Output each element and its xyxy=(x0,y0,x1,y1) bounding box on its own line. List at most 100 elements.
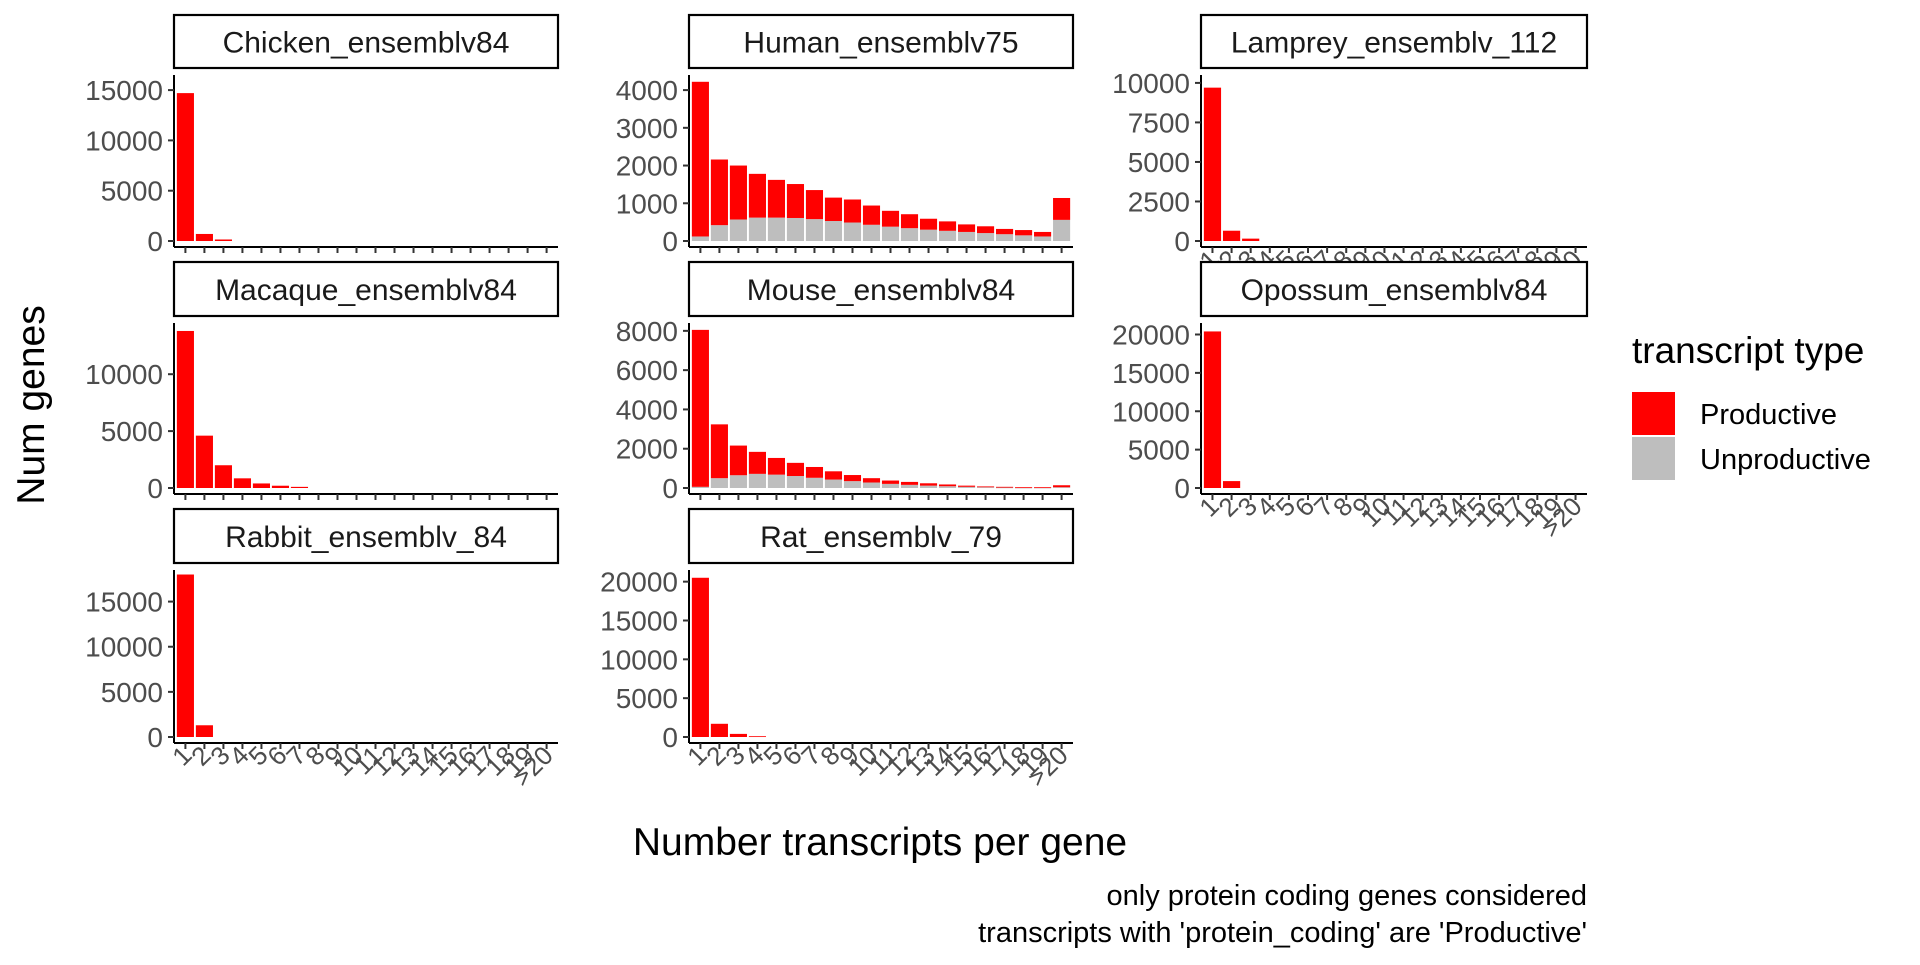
bar-productive-mouse-ensemblv84-8 xyxy=(824,471,843,480)
y-tick-label-macaque-ensemblv84-0: 0 xyxy=(147,473,163,504)
bar-unproductive-human-ensemblv75-13 xyxy=(919,229,938,241)
y-tick-label-human-ensemblv75-1000: 1000 xyxy=(616,188,678,219)
y-tick-label-rat-ensemblv-79-15000: 15000 xyxy=(600,605,678,636)
bar-productive-rabbit-ensemblv-84-2 xyxy=(195,725,213,737)
y-tick-label-opossum-ensemblv84-0: 0 xyxy=(1174,473,1190,504)
bar-productive-human-ensemblv75-10 xyxy=(862,205,881,225)
bar-unproductive-human-ensemblv75-16 xyxy=(977,233,995,241)
bar-productive-human-ensemblv75-12 xyxy=(900,214,919,229)
bar-productive-human-ensemblv75-18 xyxy=(1015,230,1033,236)
bar-productive-mouse-ensemblv84-9 xyxy=(843,475,862,482)
panels-layer: Chicken_ensemblv84050001000015000Human_e… xyxy=(85,13,1589,792)
bar-productive-human-ensemblv75-15 xyxy=(957,224,976,232)
panel-chicken-ensemblv84: Chicken_ensemblv84 0 5000 10000 15000 xyxy=(85,13,560,257)
bar-productive-macaque-ensemblv84-2 xyxy=(195,435,213,488)
bar-productive-human-ensemblv75-16 xyxy=(977,226,995,234)
bar-productive-human-ensemblv75-14 xyxy=(938,221,957,231)
bar-productive-mouse-ensemblv84-12 xyxy=(900,481,919,485)
y-tick-label-opossum-ensemblv84-20000: 20000 xyxy=(1112,320,1190,351)
bar-unproductive-human-ensemblv75-6 xyxy=(786,217,805,241)
bar-productive-rat-ensemblv-79-3 xyxy=(729,733,747,737)
panel-macaque-ensemblv84: Macaque_ensemblv84 0 5000 10000 xyxy=(85,260,560,504)
bar-unproductive-mouse-ensemblv84-13 xyxy=(919,485,938,488)
bar-productive-human-ensemblv75-4 xyxy=(748,173,766,218)
bar-productive-human-ensemblv75-19 xyxy=(1034,231,1052,237)
y-tick-label-rabbit-ensemblv-84-15000: 15000 xyxy=(85,587,163,618)
y-tick-label-human-ensemblv75-0: 0 xyxy=(662,226,678,257)
y-tick-label-macaque-ensemblv84-10000: 10000 xyxy=(85,359,163,390)
bar-productive-mouse-ensemblv84-5 xyxy=(767,457,785,475)
bar-unproductive-human-ensemblv75-17 xyxy=(996,234,1014,241)
bar-productive-mouse-ensemblv84-6 xyxy=(786,462,805,477)
bar-productive-mouse-ensemblv84-17 xyxy=(996,486,1014,488)
legend-label-productive: Productive xyxy=(1700,399,1837,431)
bar-productive-mouse-ensemblv84-13 xyxy=(919,483,938,486)
bar-productive-chicken-ensemblv84-2 xyxy=(195,233,213,241)
y-tick-label-lamprey-ensemblv-112-7500: 7500 xyxy=(1128,107,1190,138)
bar-productive-macaque-ensemblv84-5 xyxy=(252,483,270,488)
bar-unproductive-human-ensemblv75-19 xyxy=(1034,236,1052,241)
legend-title: transcript type xyxy=(1632,330,1864,371)
y-tick-label-human-ensemblv75-4000: 4000 xyxy=(616,75,678,106)
bar-unproductive-mouse-ensemblv84-15 xyxy=(957,486,976,488)
bar-productive-rat-ensemblv-79-1 xyxy=(691,577,709,737)
bar-unproductive-mouse-ensemblv84-20 xyxy=(1053,487,1071,489)
bar-productive-macaque-ensemblv84-4 xyxy=(233,478,251,488)
strip-label-rat-ensemblv-79: Rat_ensemblv_79 xyxy=(760,521,1002,554)
panel-rabbit-ensemblv-84: Rabbit_ensemblv_840500010000150001234567… xyxy=(85,507,560,792)
strip-rat-ensemblv-79 xyxy=(687,507,1075,565)
bar-unproductive-human-ensemblv75-5 xyxy=(767,217,785,241)
y-tick-label-rabbit-ensemblv-84-0: 0 xyxy=(147,722,163,753)
bar-unproductive-human-ensemblv75-1 xyxy=(691,236,709,241)
bar-productive-mouse-ensemblv84-10 xyxy=(862,478,881,483)
bar-productive-human-ensemblv75-20 xyxy=(1053,197,1071,220)
bar-productive-human-ensemblv75-11 xyxy=(881,210,900,227)
y-tick-label-lamprey-ensemblv-112-10000: 10000 xyxy=(1112,68,1190,99)
bar-productive-mouse-ensemblv84-14 xyxy=(938,484,957,487)
y-tick-label-chicken-ensemblv84-15000: 15000 xyxy=(85,75,163,106)
legend: transcript type Productive Unproductive xyxy=(1632,330,1871,480)
bar-unproductive-human-ensemblv75-14 xyxy=(938,230,957,241)
bar-productive-mouse-ensemblv84-2 xyxy=(710,424,728,479)
y-tick-label-chicken-ensemblv84-0: 0 xyxy=(147,226,163,257)
y-tick-label-mouse-ensemblv84-2000: 2000 xyxy=(616,434,678,465)
bar-unproductive-mouse-ensemblv84-9 xyxy=(843,481,862,488)
y-axis-title: Num genes xyxy=(10,305,53,504)
strip-chicken-ensemblv84 xyxy=(172,13,560,70)
bar-unproductive-mouse-ensemblv84-5 xyxy=(767,474,785,488)
bar-productive-mouse-ensemblv84-4 xyxy=(748,451,766,474)
bar-unproductive-human-ensemblv75-9 xyxy=(843,222,862,241)
bar-productive-human-ensemblv75-2 xyxy=(710,159,728,226)
bar-unproductive-mouse-ensemblv84-17 xyxy=(996,487,1014,489)
y-tick-label-rabbit-ensemblv-84-5000: 5000 xyxy=(101,677,163,708)
bar-productive-human-ensemblv75-1 xyxy=(691,81,709,237)
bar-productive-macaque-ensemblv84-6 xyxy=(271,485,290,488)
y-tick-label-lamprey-ensemblv-112-5000: 5000 xyxy=(1128,147,1190,178)
bar-unproductive-human-ensemblv75-10 xyxy=(862,224,881,241)
bar-productive-human-ensemblv75-9 xyxy=(843,199,862,223)
bar-unproductive-human-ensemblv75-3 xyxy=(729,219,747,241)
legend-label-unproductive: Unproductive xyxy=(1700,444,1871,476)
bar-productive-human-ensemblv75-3 xyxy=(729,165,747,220)
bar-unproductive-human-ensemblv75-4 xyxy=(748,217,766,241)
strip-label-opossum-ensemblv84: Opossum_ensemblv84 xyxy=(1241,274,1548,307)
x-axis-title: Number transcripts per gene xyxy=(633,821,1127,864)
panel-rat-ensemblv-79: Rat_ensemblv_790500010000150002000012345… xyxy=(600,507,1075,792)
y-tick-label-mouse-ensemblv84-0: 0 xyxy=(662,473,678,504)
panel-lamprey-ensemblv-112: Lamprey_ensemblv_11202500500075001000012… xyxy=(1112,13,1589,296)
y-tick-label-lamprey-ensemblv-112-0: 0 xyxy=(1174,226,1190,257)
bar-unproductive-human-ensemblv75-7 xyxy=(805,219,824,241)
legend-key-productive xyxy=(1632,392,1675,435)
y-tick-label-mouse-ensemblv84-6000: 6000 xyxy=(616,355,678,386)
bar-unproductive-mouse-ensemblv84-8 xyxy=(824,479,843,488)
bar-productive-mouse-ensemblv84-3 xyxy=(729,445,747,476)
bar-productive-human-ensemblv75-5 xyxy=(767,179,785,218)
bar-productive-human-ensemblv75-17 xyxy=(996,228,1014,235)
strip-rabbit-ensemblv-84 xyxy=(172,507,560,565)
bar-productive-opossum-ensemblv84-2 xyxy=(1222,481,1241,488)
bar-unproductive-human-ensemblv75-15 xyxy=(957,231,976,241)
y-tick-label-rabbit-ensemblv-84-10000: 10000 xyxy=(85,632,163,663)
bar-productive-mouse-ensemblv84-18 xyxy=(1015,487,1033,489)
bar-productive-macaque-ensemblv84-1 xyxy=(176,330,194,488)
